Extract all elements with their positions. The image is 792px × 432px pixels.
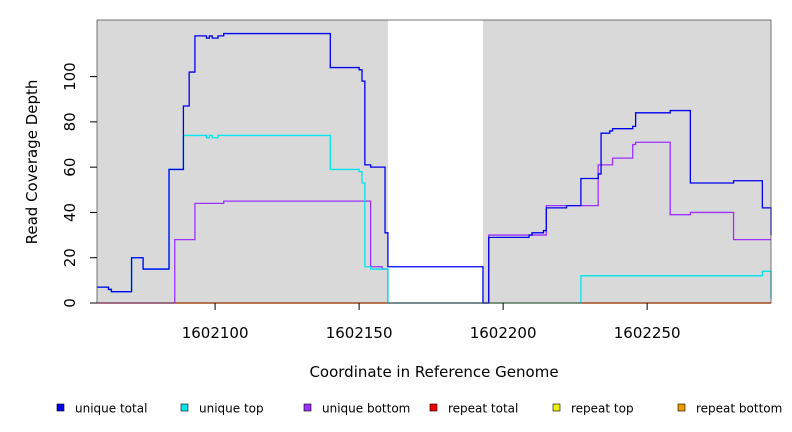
y-tick-label: 100 xyxy=(61,62,79,91)
legend-label: repeat bottom xyxy=(696,402,782,416)
x-tick-label: 1602100 xyxy=(182,324,249,342)
gap-region xyxy=(387,20,483,303)
legend-swatch xyxy=(180,403,189,412)
y-tick-label: 20 xyxy=(61,248,79,267)
legend-swatch xyxy=(56,403,65,412)
series-line-unique-bottom xyxy=(97,141,771,304)
legend-label: unique top xyxy=(199,402,264,416)
y-tick-label: 60 xyxy=(61,158,79,177)
x-axis-title: Coordinate in Reference Genome xyxy=(309,363,558,381)
y-tick-label: 0 xyxy=(61,298,79,308)
plot-frame xyxy=(96,19,772,304)
series-line-unique-total xyxy=(97,32,772,304)
y-axis-title: Read Coverage Depth xyxy=(23,80,41,245)
legend-label: repeat total xyxy=(448,402,518,416)
legend-label: unique bottom xyxy=(322,402,410,416)
y-tick-label: 40 xyxy=(61,203,79,222)
x-tick-label: 1602150 xyxy=(326,324,393,342)
legend-label: repeat top xyxy=(571,402,634,416)
legend-label: unique total xyxy=(75,402,147,416)
legend-swatch xyxy=(429,403,438,412)
legend-swatch xyxy=(677,403,686,412)
legend-swatch xyxy=(552,403,561,412)
x-tick-label: 1602250 xyxy=(614,324,681,342)
legend-swatch xyxy=(303,403,312,412)
y-tick-label: 80 xyxy=(61,112,79,131)
x-tick-label: 1602200 xyxy=(470,324,537,342)
